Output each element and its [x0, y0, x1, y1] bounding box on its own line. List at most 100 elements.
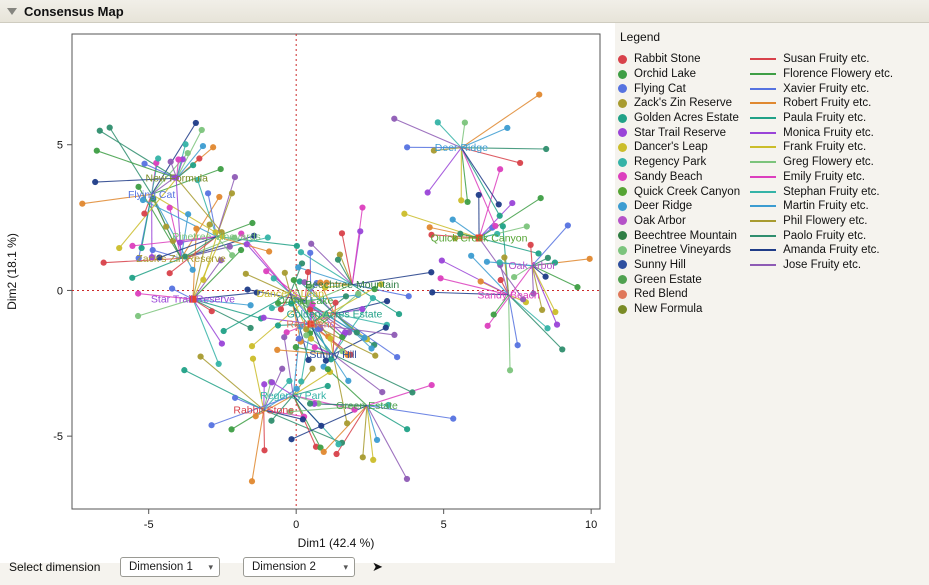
- data-point[interactable]: [304, 268, 312, 276]
- data-point[interactable]: [391, 331, 398, 339]
- data-point[interactable]: [409, 389, 416, 396]
- data-point[interactable]: [179, 156, 186, 163]
- legend-assessor-item[interactable]: Xavier Fruity etc.: [750, 81, 893, 96]
- data-point[interactable]: [327, 356, 335, 363]
- centroid-square-marker[interactable]: [307, 320, 315, 328]
- data-point[interactable]: [404, 426, 411, 433]
- legend-assessor-item[interactable]: Jose Fruity etc.: [750, 258, 893, 273]
- data-point[interactable]: [301, 279, 308, 286]
- data-point[interactable]: [539, 306, 546, 313]
- data-point[interactable]: [395, 310, 403, 318]
- product-label[interactable]: Flying Cat: [128, 189, 175, 201]
- data-point[interactable]: [226, 243, 233, 250]
- data-point[interactable]: [559, 346, 566, 353]
- data-point[interactable]: [260, 314, 267, 321]
- data-point[interactable]: [274, 322, 282, 329]
- legend-assessor-item[interactable]: Susan Fruity etc.: [750, 52, 893, 67]
- data-point[interactable]: [184, 149, 191, 157]
- product-label[interactable]: Zack's Zin Reserve: [136, 253, 226, 265]
- data-point[interactable]: [371, 286, 378, 293]
- data-point[interactable]: [135, 254, 142, 262]
- product-label[interactable]: New Formula: [145, 173, 208, 185]
- data-point[interactable]: [249, 219, 256, 227]
- data-point[interactable]: [344, 351, 351, 359]
- data-point[interactable]: [477, 278, 484, 285]
- data-point[interactable]: [217, 165, 224, 173]
- data-point[interactable]: [252, 413, 259, 420]
- data-point[interactable]: [504, 124, 511, 132]
- legend-assessor-item[interactable]: Stephan Fruity etc.: [750, 184, 893, 199]
- legend-product-item[interactable]: Oak Arbor: [618, 214, 740, 229]
- data-point[interactable]: [196, 155, 203, 162]
- data-point[interactable]: [293, 242, 300, 250]
- data-point[interactable]: [483, 258, 491, 265]
- data-point[interactable]: [306, 400, 314, 407]
- data-point[interactable]: [283, 329, 290, 336]
- next-dimension-button[interactable]: ➤: [372, 559, 383, 574]
- data-point[interactable]: [428, 269, 435, 276]
- data-point[interactable]: [405, 293, 412, 300]
- data-point[interactable]: [437, 275, 444, 282]
- data-point[interactable]: [332, 299, 339, 306]
- data-point[interactable]: [523, 223, 530, 230]
- data-point[interactable]: [215, 360, 222, 367]
- product-label[interactable]: Red Blend: [286, 318, 335, 330]
- data-point[interactable]: [248, 343, 256, 350]
- data-point[interactable]: [324, 382, 331, 390]
- data-point[interactable]: [511, 273, 518, 281]
- data-point[interactable]: [382, 324, 389, 331]
- data-point[interactable]: [586, 255, 593, 262]
- data-point[interactable]: [295, 264, 302, 271]
- data-point[interactable]: [129, 242, 136, 249]
- data-point[interactable]: [536, 91, 543, 98]
- data-point[interactable]: [296, 278, 303, 285]
- data-point[interactable]: [369, 294, 377, 302]
- data-point[interactable]: [370, 456, 377, 463]
- legend-product-item[interactable]: Deer Ridge: [618, 199, 740, 214]
- data-point[interactable]: [218, 340, 225, 347]
- data-point[interactable]: [79, 200, 86, 207]
- data-point[interactable]: [155, 155, 162, 162]
- data-point[interactable]: [430, 147, 437, 154]
- data-point[interactable]: [206, 221, 213, 228]
- data-point[interactable]: [218, 229, 225, 236]
- data-point[interactable]: [351, 406, 358, 413]
- data-point[interactable]: [292, 344, 299, 351]
- data-point[interactable]: [293, 385, 300, 392]
- data-point[interactable]: [303, 332, 310, 339]
- data-point[interactable]: [194, 176, 201, 184]
- data-point[interactable]: [372, 352, 379, 359]
- data-point[interactable]: [429, 289, 436, 296]
- data-point[interactable]: [250, 232, 258, 239]
- product-label[interactable]: Sunny Hill: [309, 349, 356, 361]
- legend-assessor-item[interactable]: Frank Fruity etc.: [750, 140, 893, 155]
- data-point[interactable]: [247, 302, 254, 309]
- data-point[interactable]: [516, 159, 524, 167]
- data-point[interactable]: [264, 234, 271, 241]
- data-point[interactable]: [231, 394, 239, 401]
- data-point[interactable]: [228, 190, 236, 197]
- data-point[interactable]: [385, 401, 392, 409]
- data-point[interactable]: [217, 257, 225, 264]
- data-point[interactable]: [494, 230, 501, 238]
- data-point[interactable]: [175, 156, 182, 163]
- centroid-square-marker[interactable]: [475, 234, 483, 242]
- data-point[interactable]: [434, 119, 441, 126]
- data-point[interactable]: [190, 162, 197, 169]
- data-point[interactable]: [204, 190, 212, 197]
- legend-product-item[interactable]: Flying Cat: [618, 81, 740, 96]
- data-point[interactable]: [263, 268, 270, 275]
- legend-product-item[interactable]: Dancer's Leap: [618, 140, 740, 155]
- data-point[interactable]: [314, 325, 322, 332]
- product-label[interactable]: Sandy Beach: [477, 289, 540, 301]
- data-point[interactable]: [297, 249, 305, 256]
- data-point[interactable]: [193, 225, 200, 232]
- data-point[interactable]: [535, 250, 542, 257]
- product-label[interactable]: Golden Acres Estate: [287, 308, 383, 320]
- data-point[interactable]: [449, 216, 456, 223]
- data-point[interactable]: [237, 246, 245, 254]
- data-point[interactable]: [343, 420, 351, 427]
- data-point[interactable]: [135, 290, 142, 297]
- data-point[interactable]: [324, 366, 331, 373]
- data-point[interactable]: [342, 329, 349, 336]
